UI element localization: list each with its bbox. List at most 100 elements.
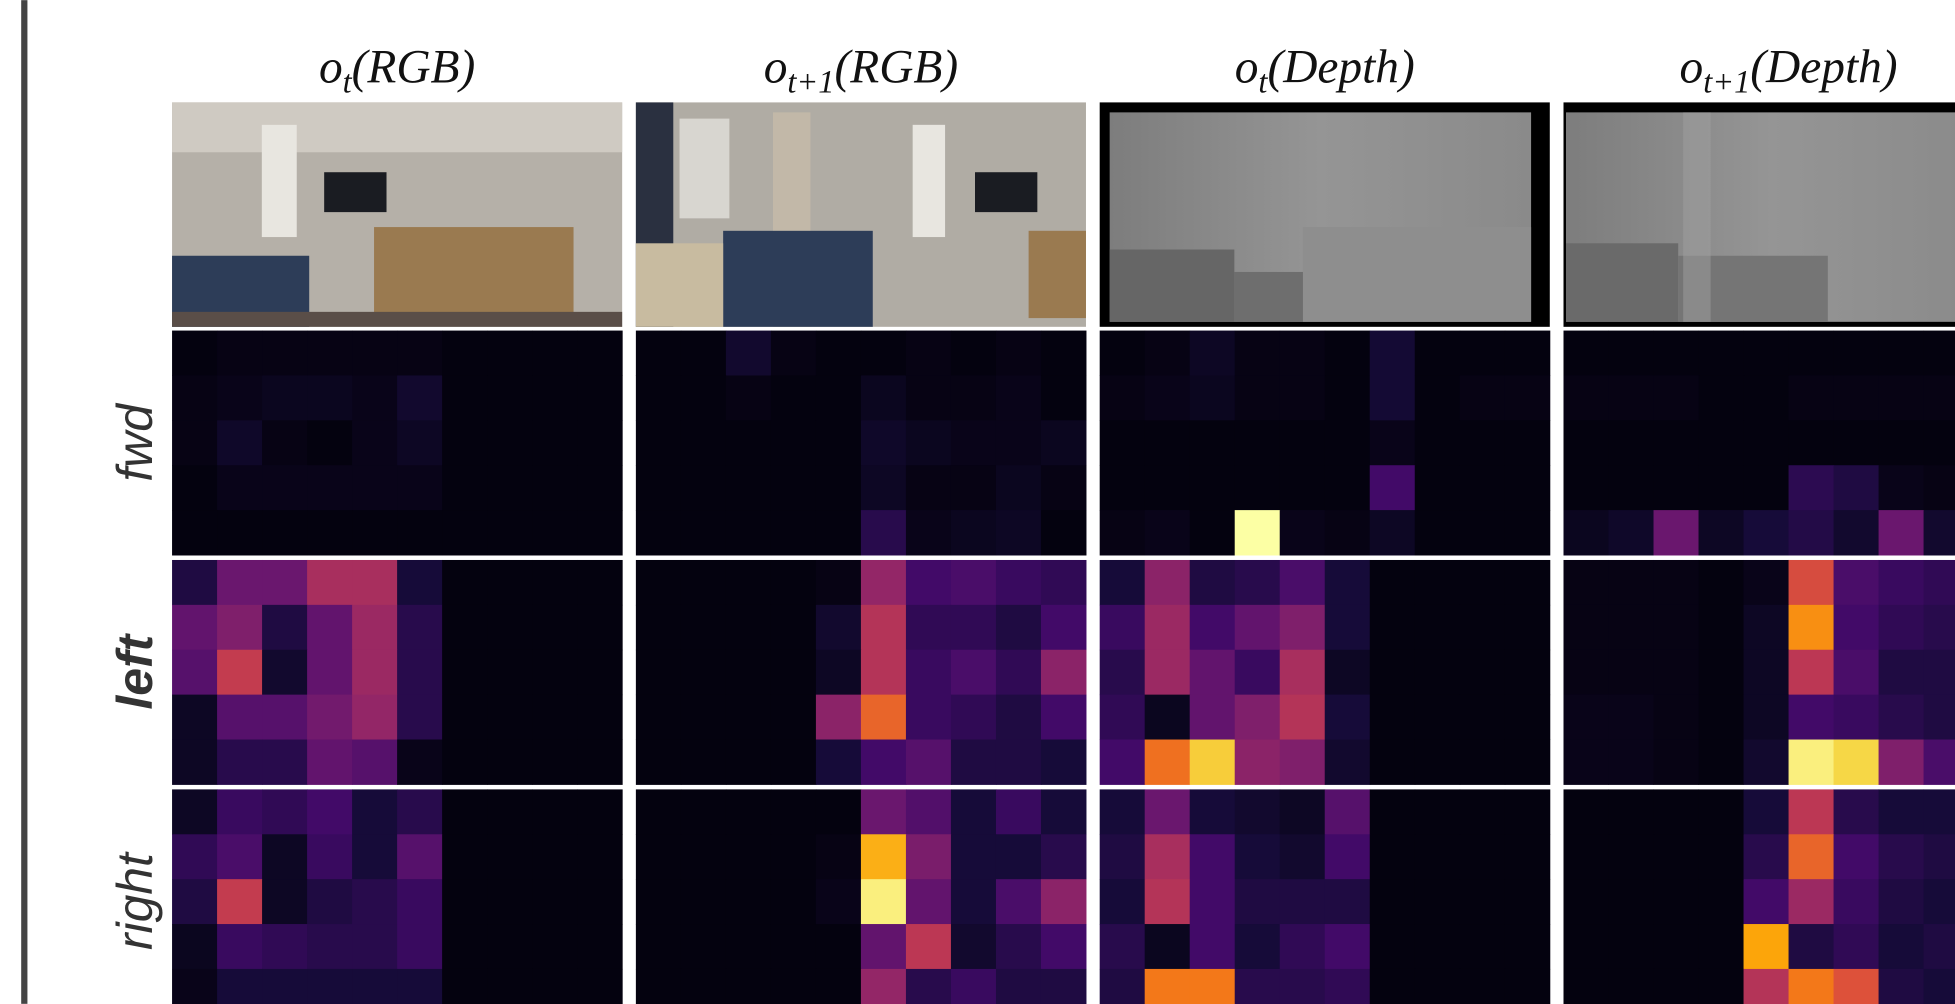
heatmap-cell [1564,969,1610,1004]
heatmap [172,789,623,1004]
heatmap-cell [352,650,398,695]
heatmap-cell [172,560,218,605]
heatmap-cell [1564,879,1610,924]
heatmap-cell [442,510,488,555]
heatmap-cell [1834,650,1880,695]
heatmap-cell [1879,834,1925,879]
heatmap-cell [771,924,817,969]
heatmap-cell [532,834,578,879]
heatmap-cell [1564,560,1610,605]
heatmap-cell [996,789,1042,834]
heatmap-cell [726,375,772,420]
heatmap-cell [996,375,1042,420]
heatmap-cell [1789,605,1835,650]
header-subscript: t+1 [787,64,834,100]
heatmap-cell [1505,650,1551,695]
heatmap-cell [1370,605,1416,650]
heatmap-cell [1190,789,1236,834]
heatmap-cell [1924,465,1955,510]
heatmap-cell [262,465,308,510]
heatmap-cell [771,560,817,605]
heatmap-cell [1924,740,1955,785]
heatmap-cell [1654,740,1700,785]
heatmap-cell [1609,650,1655,695]
rgb-image [636,102,1086,326]
heatmap-cell [1699,834,1745,879]
heatmap-cell [771,740,817,785]
heatmap-cell [996,695,1042,740]
heatmap-cell [1609,465,1655,510]
heatmap-cell [577,695,623,740]
heatmap-cell [636,789,682,834]
heatmap-cell [307,879,353,924]
heatmap-cell [951,834,997,879]
heatmap-cell [1041,740,1087,785]
heatmap-cell [1190,969,1236,1004]
heatmap-cell [1789,510,1835,555]
heatmap-cell [262,331,308,376]
heatmap-cell [487,650,533,695]
heatmap-cell [1834,834,1880,879]
heatmap-cell [1505,331,1551,376]
heatmap-cell [397,969,443,1004]
heatmap-cell [217,789,263,834]
heatmap-cell [1190,331,1236,376]
heatmap-cell [352,331,398,376]
heatmap-cell [1145,605,1191,650]
heatmap-cell [442,695,488,740]
heatmap-cell [951,740,997,785]
heatmap-cell [172,740,218,785]
heatmap-cell [1190,834,1236,879]
heatmap-cell [487,740,533,785]
heatmap-cell [1924,560,1955,605]
heatmap-cell [1505,375,1551,420]
heatmap-cell [577,510,623,555]
heatmap-cell [1834,331,1880,376]
heatmap-cell [996,924,1042,969]
heatmap-cell [217,375,263,420]
heatmap-cell [726,695,772,740]
heatmap-cell [1564,650,1610,695]
heatmap-cell [1699,465,1745,510]
heatmap-cell [1609,420,1655,465]
heatmap-cell [1609,375,1655,420]
heatmap-cell [1609,789,1655,834]
heatmap-cell [1415,375,1461,420]
heatmap-cell [217,420,263,465]
heatmap-cell [1879,924,1925,969]
heatmap-cell [1789,465,1835,510]
heatmap-cell [861,465,907,510]
heatmap-cell [681,510,727,555]
heatmap-cell [996,560,1042,605]
heatmap-cell [861,510,907,555]
heatmap-cell [996,969,1042,1004]
heatmap-cell [1280,969,1326,1004]
heatmap-cell [771,375,817,420]
heatmap-cell [172,834,218,879]
heatmap-cell [307,740,353,785]
heatmap-cell [1190,605,1236,650]
heatmap-cell [352,834,398,879]
header-suffix: (Depth) [1267,41,1414,93]
heatmap-cell [906,879,952,924]
heatmap-cell [217,695,263,740]
heatmap-cell [996,650,1042,695]
heatmap-cell [352,560,398,605]
heatmap-cell [681,375,727,420]
heatmap-cell [352,924,398,969]
heatmap-cell [861,695,907,740]
heatmap-cell [352,969,398,1004]
heatmap-cell [487,834,533,879]
heatmap-cell [532,969,578,1004]
heatmap-cell [1041,695,1087,740]
heatmap-cell [861,924,907,969]
heatmap-cell [1145,834,1191,879]
heatmap-cell [1100,740,1146,785]
heatmap-cell [1460,924,1506,969]
heatmap-cell [861,375,907,420]
heatmap-cell [1654,605,1700,650]
heatmap-cell [1654,789,1700,834]
heatmap-cell [951,969,997,1004]
heatmap-cell [307,605,353,650]
heatmap-cell [1235,969,1281,1004]
